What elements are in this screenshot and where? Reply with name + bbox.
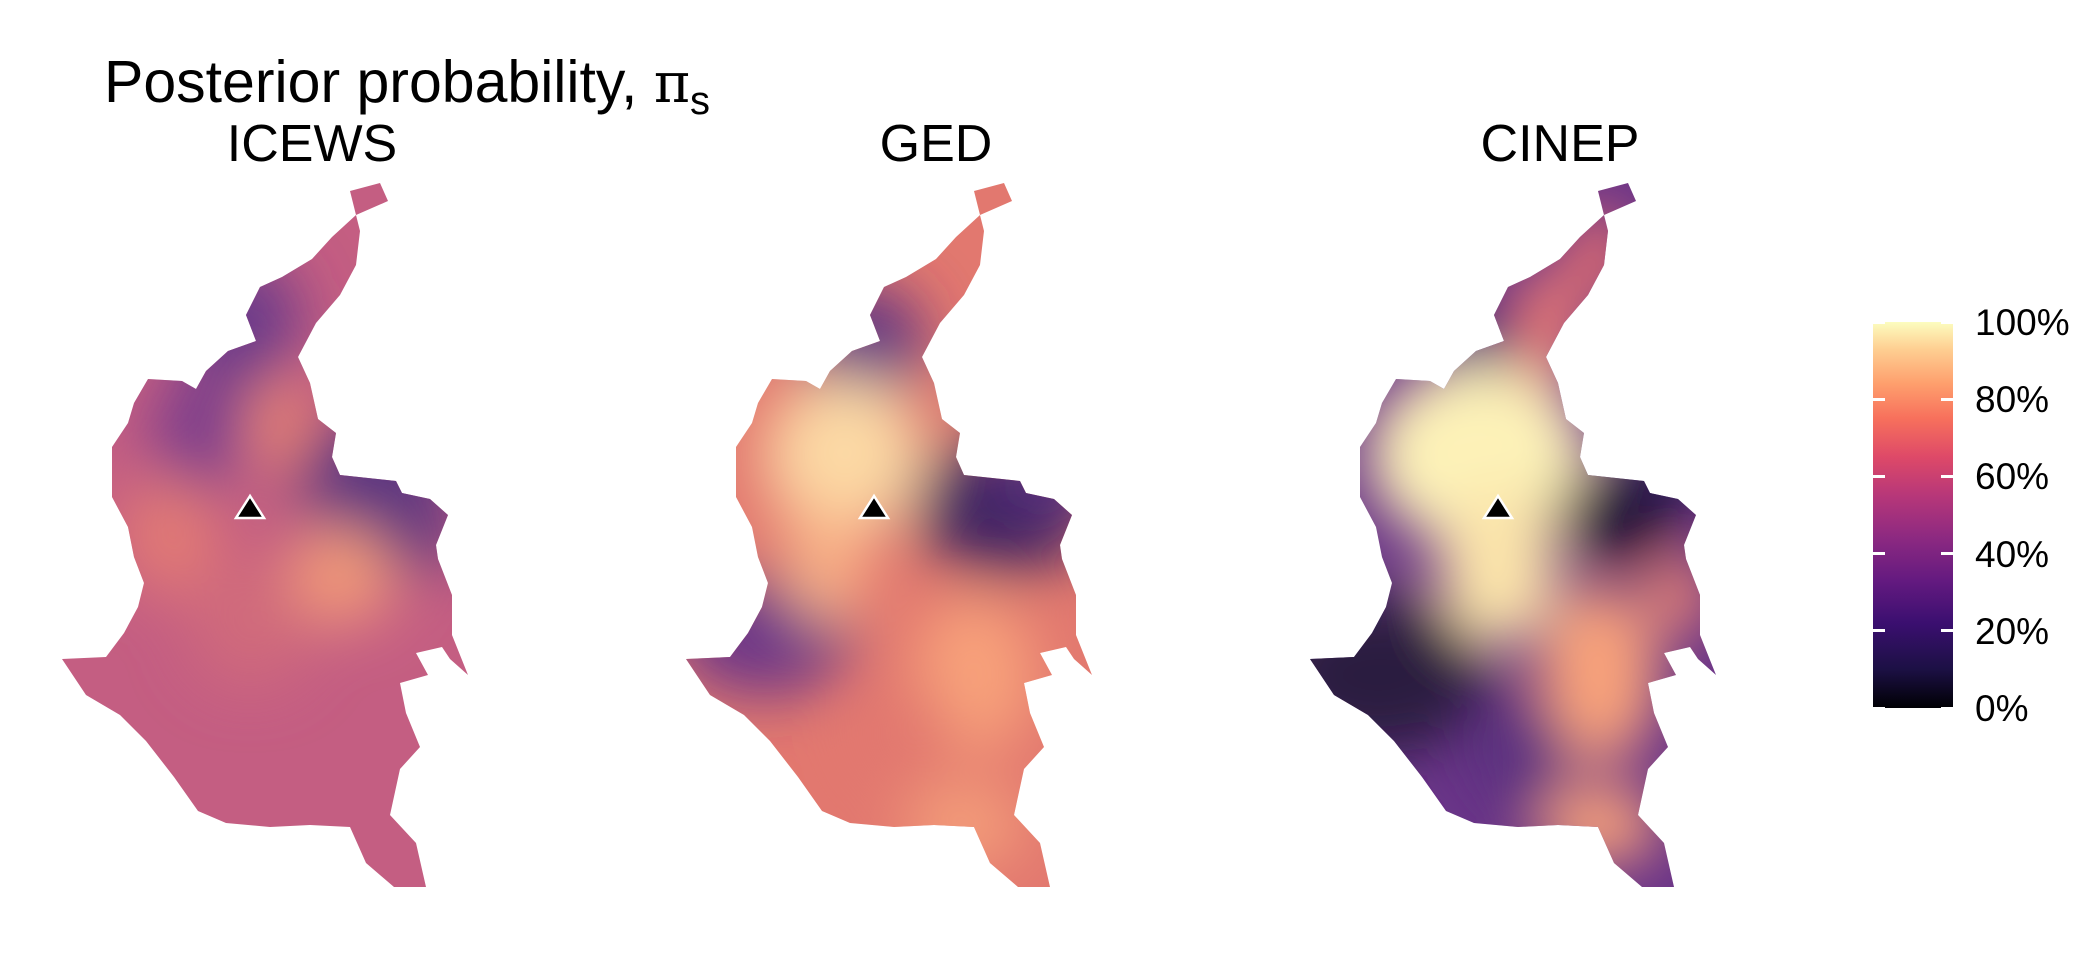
- map-cinep: [1310, 183, 1716, 887]
- legend-label: 80%: [1975, 379, 2050, 421]
- legend-tick: [1941, 629, 1953, 633]
- legend-tick: [1941, 397, 1953, 401]
- legend-tick: [1941, 552, 1953, 556]
- marker-triangle-icon: [857, 493, 891, 520]
- marker-triangle-icon: [233, 493, 267, 520]
- legend-tick: [1873, 397, 1885, 401]
- legend-tick: [1941, 474, 1953, 478]
- panel-title-icews: ICEWS: [226, 115, 398, 173]
- colorbar-legend: [1873, 322, 1953, 708]
- legend-tick: [1941, 706, 1953, 710]
- title-subscript: s: [689, 79, 710, 123]
- map-ged-surface: [686, 183, 1092, 887]
- figure-title: Posterior probability, πs: [104, 48, 710, 124]
- marker-triangle-icon: [1481, 493, 1515, 520]
- panel-title-cinep: CINEP: [1480, 115, 1640, 173]
- map-cinep-surface: [1310, 183, 1716, 887]
- map-ged: [686, 183, 1092, 887]
- legend-label: 40%: [1975, 533, 2050, 575]
- legend-label: 20%: [1975, 610, 2050, 652]
- panel-title-ged: GED: [879, 115, 993, 173]
- legend-label: 100%: [1975, 302, 2070, 343]
- legend-label: 60%: [1975, 456, 2050, 498]
- legend-label: 0%: [1975, 688, 2029, 729]
- legend-tick: [1873, 629, 1885, 633]
- map-icews: [62, 183, 468, 887]
- title-text: Posterior probability,: [104, 49, 654, 115]
- legend-tick: [1941, 320, 1953, 324]
- legend-tick: [1873, 474, 1885, 478]
- legend-tick: [1873, 706, 1885, 710]
- legend-tick: [1873, 552, 1885, 556]
- title-symbol: π: [653, 51, 690, 115]
- map-icews-surface: [62, 183, 468, 887]
- legend-tick: [1873, 320, 1885, 324]
